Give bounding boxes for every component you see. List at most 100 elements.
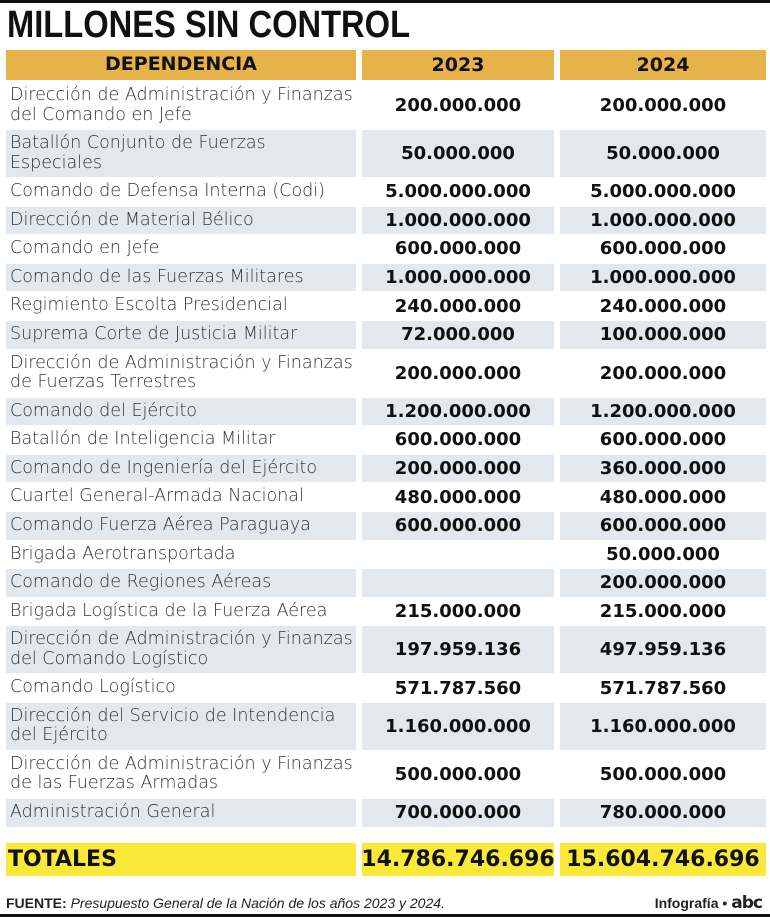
value-2024-cell: 50.000.000 — [560, 130, 766, 177]
totals-2024: 15.604.746.696 — [560, 843, 766, 876]
value-2024-cell: 1.000.000.000 — [560, 206, 766, 235]
dependencia-cell: Comando de Ingeniería del Ejército — [6, 454, 356, 483]
credit-text: Infografía • — [654, 895, 728, 911]
table-row: Dirección de Material Bélico 1.000.000.00… — [6, 206, 766, 235]
value-2024-cell: 497.959.136 — [560, 626, 766, 674]
dependencia-cell: Comando de las Fuerzas Militares — [6, 263, 356, 292]
value-2023-cell: 600.000.000 — [394, 238, 522, 260]
value-2023-cell: 1.000.000.000 — [362, 206, 554, 235]
dependencia-cell: Batallón de Inteligencia Militar — [10, 429, 276, 450]
value-2024-cell: 780.000.000 — [560, 798, 766, 827]
source-text: Presupuesto General de la Nación de los … — [70, 895, 445, 911]
value-2023-cell: 600.000.000 — [362, 511, 554, 540]
bottom-rule — [0, 914, 770, 917]
dependencia-cell: Comando de Defensa Interna (Codi) — [10, 181, 325, 202]
table-row: Dirección de Administración y Finanzas d… — [6, 350, 766, 397]
value-2023-cell: 200.000.000 — [394, 362, 522, 384]
value-2024-cell: 215.000.000 — [599, 601, 727, 623]
value-2023-cell: 600.000.000 — [394, 429, 522, 451]
value-2023-cell: 72.000.000 — [362, 320, 554, 349]
value-2024-cell: 600.000.000 — [599, 238, 727, 260]
value-2023-cell: 240.000.000 — [394, 295, 522, 317]
top-rule — [0, 0, 770, 3]
value-2024-cell: 200.000.000 — [560, 569, 766, 597]
table-row: Comando en Jefe 600.000.000 600.000.000 — [6, 235, 766, 263]
totals-row: TOTALES 14.786.746.696 15.604.746.696 — [6, 843, 766, 876]
value-2023-cell: 197.959.136 — [362, 626, 554, 674]
totals-2023: 14.786.746.696 — [361, 843, 555, 876]
table-row: Administración General 700.000.000 780.000… — [6, 798, 766, 827]
value-2023-cell — [362, 541, 554, 569]
value-2024-cell: 600.000.000 — [560, 511, 766, 540]
table-row: Comando Fuerza Aérea Paraguaya 600.000.00… — [6, 511, 766, 540]
table-row: Brigada Logística de la Fuerza Aérea 215.… — [6, 598, 766, 626]
value-2024-cell: 240.000.000 — [599, 295, 727, 317]
table-row: Regimiento Escolta Presidencial 240.000.0… — [6, 292, 766, 320]
dependencia-cell: Regimiento Escolta Presidencial — [10, 295, 288, 316]
dependencia-cell: Dirección de Administración y Finanzas d… — [6, 626, 356, 674]
value-2024-cell: 1.000.000.000 — [560, 263, 766, 292]
dependencia-cell: Brigada Logística de la Fuerza Aérea — [10, 600, 328, 621]
table-row: Comando del Ejército 1.200.000.000 1.200.0… — [6, 397, 766, 426]
value-2023-cell: 200.000.000 — [362, 454, 554, 483]
value-2024-cell: 360.000.000 — [560, 454, 766, 483]
page-title: MILLONES SIN CONTROL — [7, 4, 411, 46]
source-label: FUENTE: — [6, 895, 67, 911]
table-row: Brigada Aerotransportada 50.000.000 — [6, 541, 766, 569]
table-row: Comando Logístico 571.787.560 571.787.560 — [6, 674, 766, 702]
dependencia-cell: Administración General — [6, 798, 356, 827]
table-row: Batallón Conjunto de Fuerzas Especiales 5… — [6, 130, 766, 177]
dependencia-cell: Comando del Ejército — [6, 397, 356, 426]
value-2023-cell: 50.000.000 — [362, 130, 554, 177]
value-2024-cell: 571.787.560 — [599, 677, 727, 699]
dependencia-cell: Dirección de Administración y Finanzas d… — [10, 352, 353, 393]
dependencia-cell: Cuartel General-Armada Nacional — [10, 486, 304, 507]
dependencia-cell: Dirección de Administración y Finanzas d… — [10, 85, 353, 125]
dependencia-cell: Comando de Regiones Aéreas — [6, 569, 356, 597]
value-2024-cell: 200.000.000 — [599, 362, 727, 384]
credit: Infografía • abc — [654, 893, 763, 913]
value-2023-cell: 215.000.000 — [394, 601, 522, 623]
value-2024-cell: 480.000.000 — [599, 486, 727, 508]
value-2024-cell: 1.160.000.000 — [560, 702, 766, 750]
value-2024-cell: 100.000.000 — [560, 320, 766, 349]
value-2023-cell: 571.787.560 — [394, 677, 522, 699]
table-body: Dirección de Administración y Finanzas d… — [6, 82, 766, 827]
table-row: Suprema Corte de Justicia Militar 72.000.… — [6, 320, 766, 349]
dependencia-cell: Dirección del Servicio de Intendencia de… — [6, 702, 356, 750]
value-2024-cell: 600.000.000 — [599, 429, 727, 451]
value-2023-cell — [362, 569, 554, 597]
value-2023-cell: 200.000.000 — [394, 95, 522, 116]
value-2023-cell: 500.000.000 — [394, 763, 522, 785]
dependencia-cell: Dirección de Material Bélico — [6, 206, 356, 235]
dependencia-cell: Comando Fuerza Aérea Paraguaya — [6, 511, 356, 540]
budget-table: DEPENDENCIA 2023 2024 Dirección de Admin… — [6, 50, 766, 828]
table-row: Comando de Ingeniería del Ejército 200.00… — [6, 454, 766, 483]
value-2023-cell: 480.000.000 — [394, 486, 522, 508]
table-row: Comando de las Fuerzas Militares 1.000.00… — [6, 263, 766, 292]
header-2024: 2024 — [560, 50, 766, 80]
table-row: Batallón de Inteligencia Militar 600.000.… — [6, 426, 766, 454]
dependencia-cell: Brigada Aerotransportada — [10, 543, 236, 564]
dependencia-cell: Comando Logístico — [10, 677, 176, 698]
table-row: Cuartel General-Armada Nacional 480.000.0… — [6, 483, 766, 511]
value-2024-cell: 1.200.000.000 — [560, 397, 766, 426]
value-2024-cell: 200.000.000 — [599, 95, 727, 116]
header-dependencia: DEPENDENCIA — [6, 50, 356, 80]
table-row: Dirección de Administración y Finanzas d… — [6, 626, 766, 674]
value-2023-cell: 5.000.000.000 — [385, 181, 531, 203]
abc-logo: abc — [731, 893, 763, 913]
dependencia-cell: Dirección de Administración y Finanzas d… — [10, 753, 353, 794]
value-2023-cell: 1.200.000.000 — [362, 397, 554, 426]
source-note: FUENTE: Presupuesto General de la Nación… — [6, 895, 445, 911]
table-row: Dirección de Administración y Finanzas d… — [6, 751, 766, 798]
totals-label: TOTALES — [6, 843, 356, 876]
value-2024-cell: 500.000.000 — [599, 763, 727, 785]
dependencia-cell: Comando en Jefe — [10, 238, 160, 259]
dependencia-cell: Suprema Corte de Justicia Militar — [6, 320, 356, 349]
table-row: Comando de Defensa Interna (Codi) 5.000.0… — [6, 178, 766, 206]
table-row: Dirección del Servicio de Intendencia de… — [6, 702, 766, 750]
table-header: DEPENDENCIA 2023 2024 — [6, 50, 766, 80]
value-2023-cell: 1.000.000.000 — [362, 263, 554, 292]
value-2023-cell: 1.160.000.000 — [362, 702, 554, 750]
